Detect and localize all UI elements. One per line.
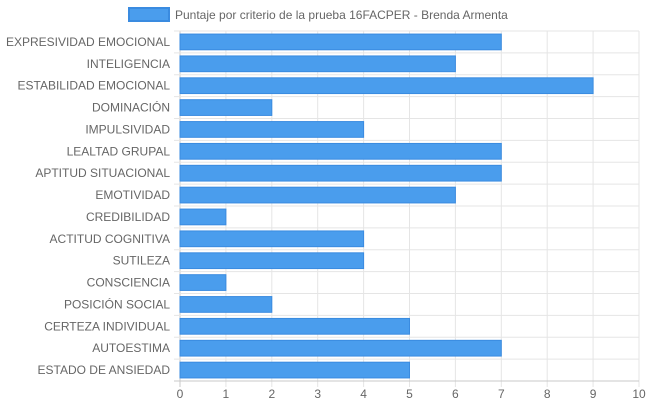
y-tick-label: LEALTAD GRUPAL bbox=[67, 144, 171, 158]
bar[interactable] bbox=[179, 339, 502, 357]
y-tick-label: APTITUD SITUACIONAL bbox=[35, 166, 170, 180]
x-axis-tick-labels: 0 1 2 3 4 5 6 7 8 9 10 bbox=[177, 387, 646, 401]
y-tick-label: EMOTIVIDAD bbox=[95, 188, 170, 202]
x-tick-label: 4 bbox=[360, 387, 367, 401]
x-tick-label: 9 bbox=[590, 387, 597, 401]
legend[interactable]: Puntaje por criterio de la prueba 16FACP… bbox=[128, 7, 508, 22]
y-tick-label: CONSCIENCIA bbox=[87, 276, 170, 290]
bar[interactable] bbox=[179, 186, 456, 204]
bar[interactable] bbox=[179, 317, 410, 335]
bar[interactable] bbox=[179, 55, 456, 73]
bar[interactable] bbox=[179, 208, 227, 226]
bars bbox=[179, 33, 594, 379]
x-tick-label: 3 bbox=[314, 387, 321, 401]
bar[interactable] bbox=[179, 361, 410, 379]
y-tick-label: ESTADO DE ANSIEDAD bbox=[38, 363, 171, 377]
y-tick-label: CERTEZA INDIVIDUAL bbox=[44, 319, 170, 333]
bar[interactable] bbox=[179, 296, 273, 313]
x-tick-label: 2 bbox=[268, 387, 275, 401]
y-tick-label: AUTOESTIMA bbox=[92, 341, 170, 355]
y-tick-label: ESTABILIDAD EMOCIONAL bbox=[18, 79, 171, 93]
y-tick-label: INTELIGENCIA bbox=[87, 57, 170, 71]
legend-swatch bbox=[128, 7, 170, 22]
bar[interactable] bbox=[179, 252, 365, 270]
x-tick-label: 1 bbox=[223, 387, 230, 401]
y-tick-label: IMPULSIVIDAD bbox=[85, 122, 170, 136]
bar[interactable] bbox=[179, 77, 594, 95]
y-tick-label: DOMINACIÓN bbox=[92, 100, 170, 115]
bar[interactable] bbox=[179, 99, 273, 116]
x-tick-label: 10 bbox=[632, 387, 646, 401]
x-tick-label: 0 bbox=[177, 387, 184, 401]
y-tick-label: CREDIBILIDAD bbox=[86, 210, 170, 224]
x-tick-label: 8 bbox=[544, 387, 551, 401]
y-tick-label: ACTITUD COGNITIVA bbox=[50, 232, 170, 246]
y-tick-label: EXPRESIVIDAD EMOCIONAL bbox=[6, 35, 170, 49]
y-tick-label: POSICIÓN SOCIAL bbox=[64, 296, 170, 311]
bar[interactable] bbox=[179, 142, 502, 160]
x-tick-label: 5 bbox=[406, 387, 413, 401]
legend-label: Puntaje por criterio de la prueba 16FACP… bbox=[175, 8, 508, 22]
y-axis-tick-labels: EXPRESIVIDAD EMOCIONAL INTELIGENCIA ESTABI… bbox=[6, 35, 170, 377]
x-tick-label: 6 bbox=[452, 387, 459, 401]
x-tick-label: 7 bbox=[498, 387, 505, 401]
bar[interactable] bbox=[179, 164, 502, 182]
bar[interactable] bbox=[179, 230, 365, 248]
bar[interactable] bbox=[179, 274, 227, 291]
bar[interactable] bbox=[179, 121, 365, 138]
y-tick-label: SUTILEZA bbox=[113, 254, 170, 268]
bar[interactable] bbox=[179, 33, 502, 51]
